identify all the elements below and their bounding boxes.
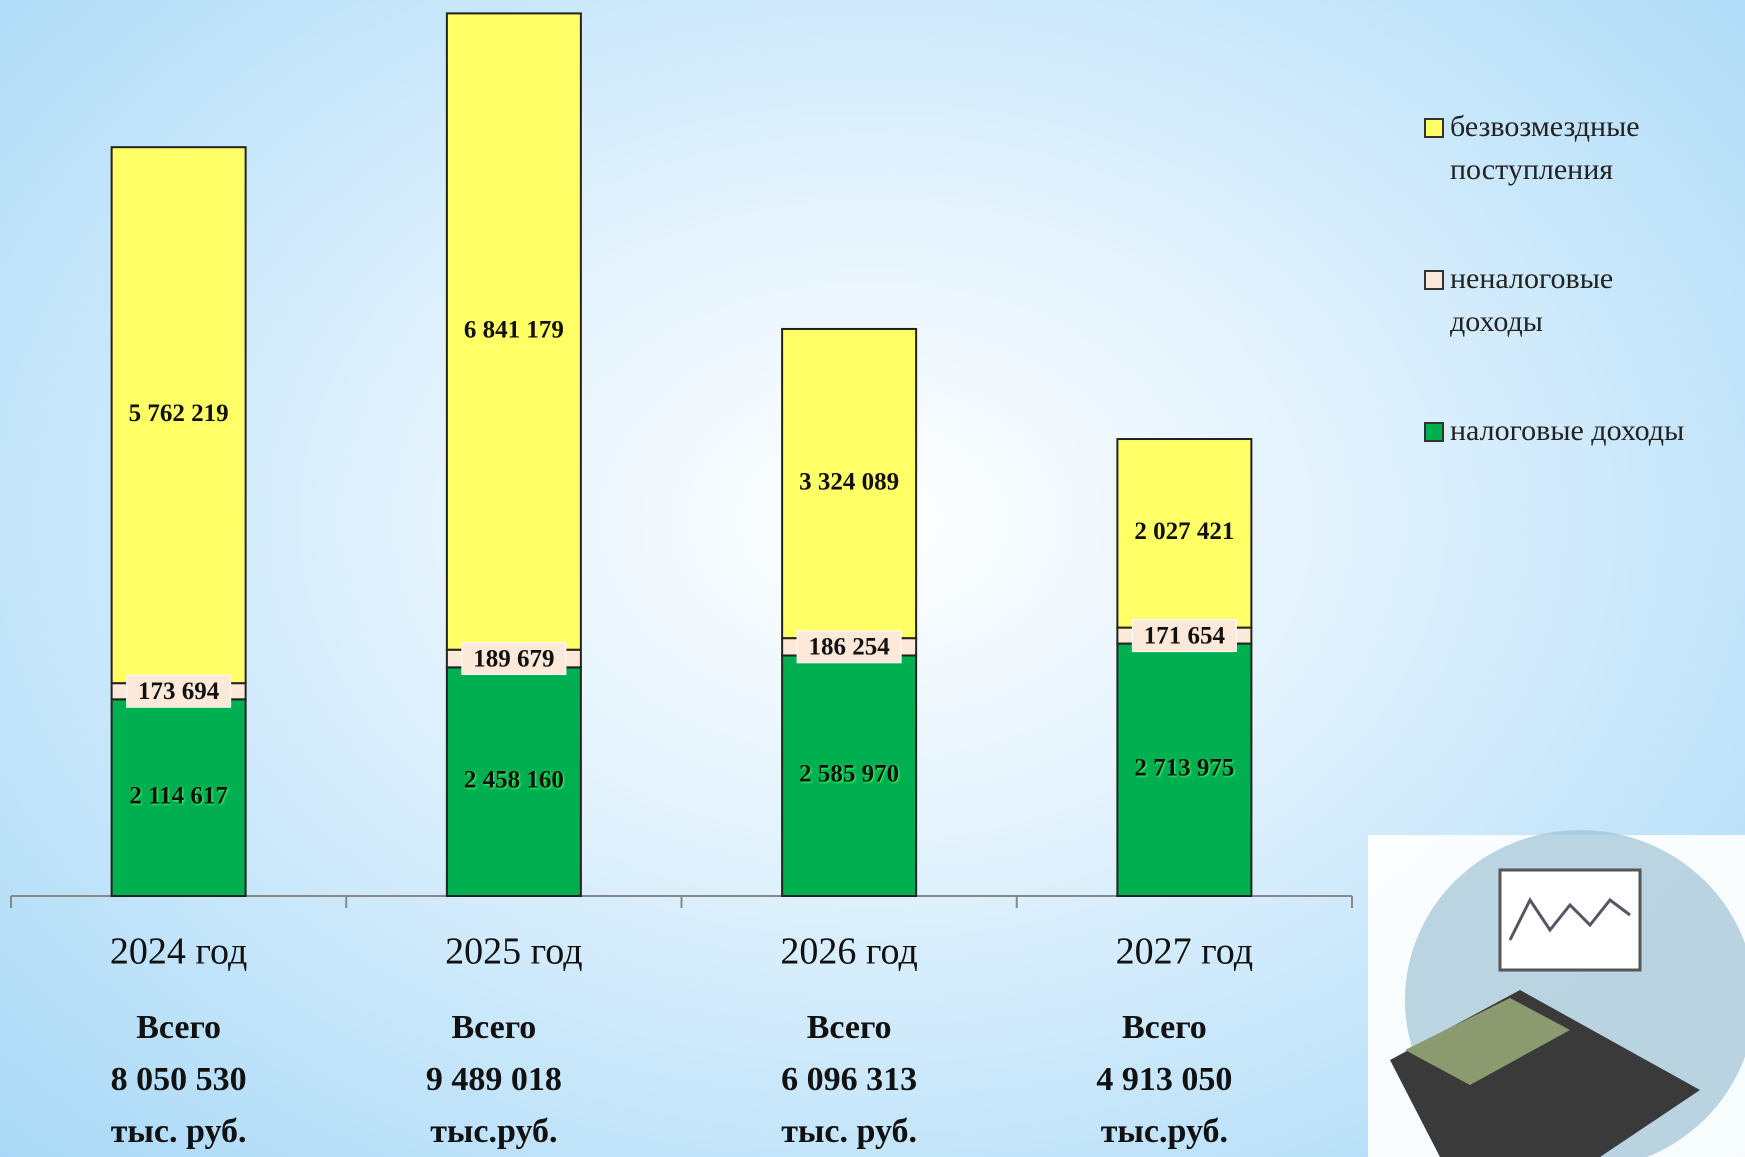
bar-segment bbox=[445, 666, 582, 897]
total-label: Всего bbox=[136, 1009, 221, 1046]
label-box bbox=[1131, 619, 1237, 653]
total-label: Всего bbox=[451, 1009, 536, 1046]
legend-item: налоговые доходы bbox=[1424, 409, 1724, 452]
bar-segment bbox=[1116, 642, 1253, 897]
total-label: тыс. руб. bbox=[781, 1113, 917, 1150]
value-label: 2 027 421 bbox=[1134, 518, 1234, 545]
value-label: 171 654 bbox=[1144, 622, 1226, 649]
decor-calculator bbox=[1368, 830, 1745, 1157]
value-label: 6 841 179 bbox=[464, 316, 564, 343]
total-label: тыс. руб. bbox=[111, 1113, 247, 1150]
legend-label: неналоговые доходы bbox=[1450, 262, 1614, 338]
total-label: 6 096 313 bbox=[781, 1061, 917, 1098]
value-label: 5 762 219 bbox=[129, 400, 229, 427]
x-tick-label: 2027 год bbox=[1116, 931, 1253, 973]
total-label: 9 489 018 bbox=[426, 1061, 562, 1098]
legend-swatch bbox=[1424, 118, 1444, 138]
label-box bbox=[461, 642, 567, 676]
total-label: 8 050 530 bbox=[111, 1061, 247, 1098]
value-label: 2 585 970 bbox=[799, 760, 899, 787]
x-tick-label: 2025 год bbox=[445, 931, 582, 973]
bar-segment bbox=[445, 12, 582, 651]
legend-swatch bbox=[1424, 270, 1444, 290]
total-label: Всего bbox=[807, 1009, 892, 1046]
value-label: 3 324 089 bbox=[799, 468, 899, 495]
bar-segment bbox=[781, 327, 918, 640]
value-label: 189 679 bbox=[473, 645, 554, 672]
value-label: 2 114 617 bbox=[129, 782, 228, 809]
x-tick-label: 2026 год bbox=[780, 931, 917, 973]
value-label: 173 694 bbox=[138, 678, 220, 705]
legend-item: неналоговые доходы bbox=[1424, 257, 1724, 343]
total-label: тыс.руб. bbox=[1101, 1113, 1228, 1150]
label-box bbox=[126, 674, 232, 708]
x-tick-label: 2024 год bbox=[110, 931, 247, 973]
legend-label: налоговые доходы bbox=[1450, 414, 1685, 447]
bar-segment bbox=[781, 654, 918, 897]
legend-label: безвозмездные поступления bbox=[1450, 110, 1640, 186]
bar-segment bbox=[110, 698, 247, 898]
total-label: 4 913 050 bbox=[1096, 1061, 1232, 1098]
legend: безвозмездные поступления неналоговые дох… bbox=[1424, 105, 1724, 518]
legend-swatch bbox=[1424, 422, 1444, 442]
label-box bbox=[796, 630, 902, 664]
legend-item: безвозмездные поступления bbox=[1424, 105, 1724, 191]
value-label: 2 713 975 bbox=[1134, 755, 1234, 782]
total-label: тыс.руб. bbox=[430, 1113, 557, 1150]
value-label: 2 458 160 bbox=[464, 766, 564, 793]
bar-segment bbox=[110, 146, 247, 685]
total-label: Всего bbox=[1122, 1009, 1207, 1046]
value-label: 186 254 bbox=[809, 634, 891, 661]
